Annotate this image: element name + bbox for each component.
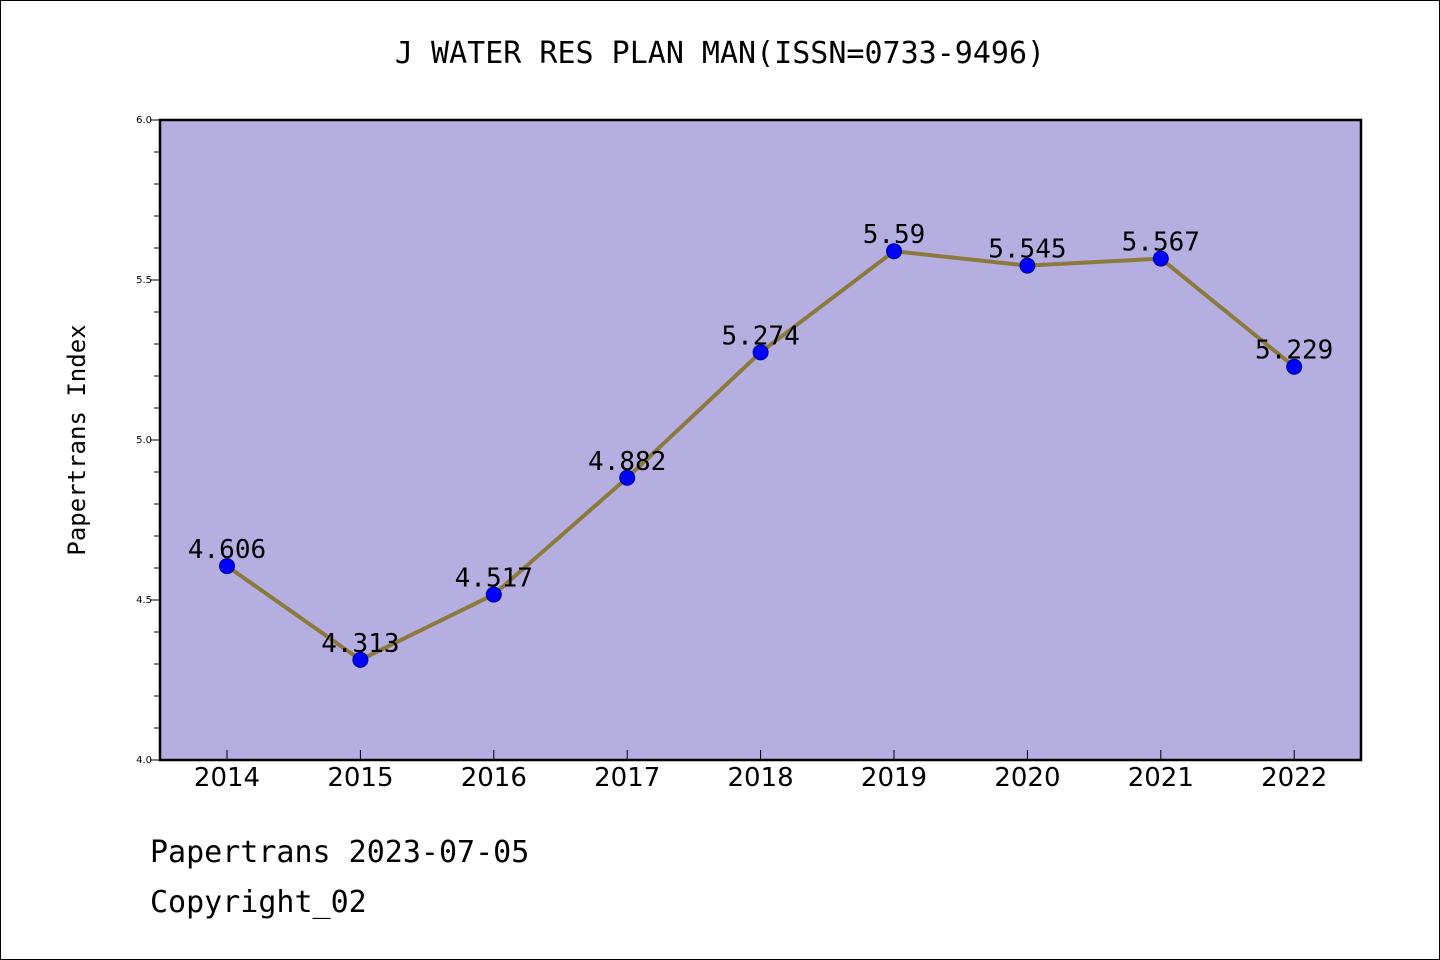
plot-border bbox=[158, 118, 1363, 762]
data-point bbox=[219, 558, 235, 575]
data-point bbox=[886, 243, 902, 260]
chart-title: J WATER RES PLAN MAN(ISSN=0733-9496) bbox=[394, 36, 1046, 71]
x-tick-label: 2016 bbox=[461, 763, 527, 793]
data-label: 5.274 bbox=[721, 321, 799, 351]
data-label: 4.882 bbox=[588, 447, 666, 477]
data-point bbox=[1152, 250, 1169, 267]
footer-copyright: Copyright_02 bbox=[150, 885, 367, 920]
x-tick-label: 2022 bbox=[1261, 763, 1327, 793]
y-tick-label: 6.0 bbox=[136, 115, 152, 126]
data-label: 4.313 bbox=[321, 629, 399, 659]
plot-area bbox=[160, 120, 1361, 760]
data-label: 4.517 bbox=[455, 564, 533, 594]
y-tick-label: 4.5 bbox=[136, 595, 152, 606]
x-tick-label: 2018 bbox=[728, 763, 794, 793]
x-tick-label: 2021 bbox=[1128, 763, 1194, 793]
data-label: 5.59 bbox=[863, 220, 926, 250]
data-point bbox=[352, 651, 369, 668]
data-label: 5.545 bbox=[988, 235, 1066, 265]
data-labels: 4.606 4.313 4.517 4.882 5.274 5.59 5.545 5.567 5… bbox=[188, 220, 1333, 659]
x-axis-ticks: 2014 2015 2016 2017 2018 2019 2020 2021 2022 bbox=[194, 750, 1327, 793]
data-label: 5.567 bbox=[1122, 228, 1200, 258]
data-point bbox=[619, 469, 636, 486]
data-point bbox=[1286, 358, 1303, 375]
footer-date: Papertrans 2023-07-05 bbox=[150, 835, 530, 870]
y-axis-title: Papertrans Index bbox=[63, 324, 91, 555]
x-tick-label: 2015 bbox=[327, 763, 393, 793]
y-tick-label: 4.0 bbox=[136, 755, 152, 766]
x-tick-label: 2017 bbox=[594, 763, 660, 793]
data-point bbox=[752, 344, 769, 361]
x-tick-label: 2020 bbox=[994, 763, 1060, 793]
data-markers bbox=[219, 243, 1303, 668]
data-point bbox=[1019, 257, 1036, 274]
y-axis-ticks: 4.0 4.5 5.0 5.5 6.0 bbox=[136, 115, 160, 766]
x-tick-label: 2019 bbox=[861, 763, 927, 793]
y-tick-label: 5.0 bbox=[136, 435, 152, 446]
data-point bbox=[485, 586, 502, 603]
y-tick-label: 5.5 bbox=[136, 275, 152, 286]
x-tick-label: 2014 bbox=[194, 763, 260, 793]
data-label: 5.229 bbox=[1255, 336, 1333, 366]
data-label: 4.606 bbox=[188, 535, 266, 565]
